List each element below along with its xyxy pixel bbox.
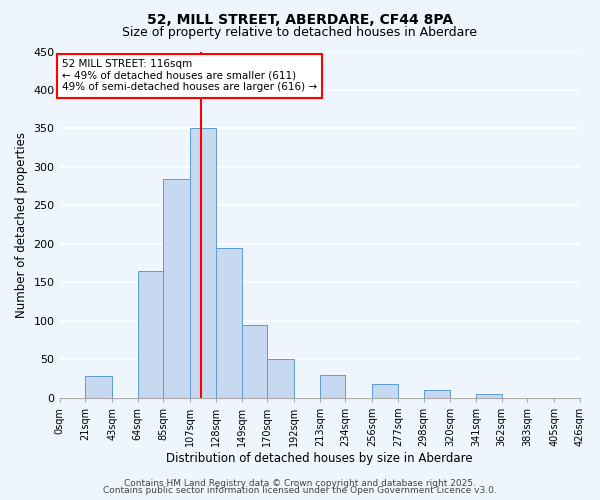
Bar [138, 271, 163, 398]
Bar [320, 375, 346, 398]
Text: Size of property relative to detached houses in Aberdare: Size of property relative to detached ho… [122, 26, 478, 39]
Text: 52, MILL STREET, ABERDARE, CF44 8PA: 52, MILL STREET, ABERDARE, CF44 8PA [147, 12, 453, 26]
Y-axis label: Number of detached properties: Number of detached properties [15, 132, 28, 318]
Bar [163, 178, 190, 398]
Text: Contains public sector information licensed under the Open Government Licence v3: Contains public sector information licen… [103, 486, 497, 495]
Bar [373, 384, 398, 398]
Text: Contains HM Land Registry data © Crown copyright and database right 2025.: Contains HM Land Registry data © Crown c… [124, 478, 476, 488]
Bar [580, 396, 600, 398]
X-axis label: Distribution of detached houses by size in Aberdare: Distribution of detached houses by size … [166, 452, 473, 465]
Bar [242, 325, 267, 398]
Bar [85, 376, 112, 398]
Bar [267, 360, 294, 398]
Bar [476, 394, 502, 398]
Bar [216, 248, 242, 398]
Text: 52 MILL STREET: 116sqm
← 49% of detached houses are smaller (611)
49% of semi-de: 52 MILL STREET: 116sqm ← 49% of detached… [62, 59, 317, 92]
Bar [190, 128, 216, 398]
Bar [424, 390, 451, 398]
